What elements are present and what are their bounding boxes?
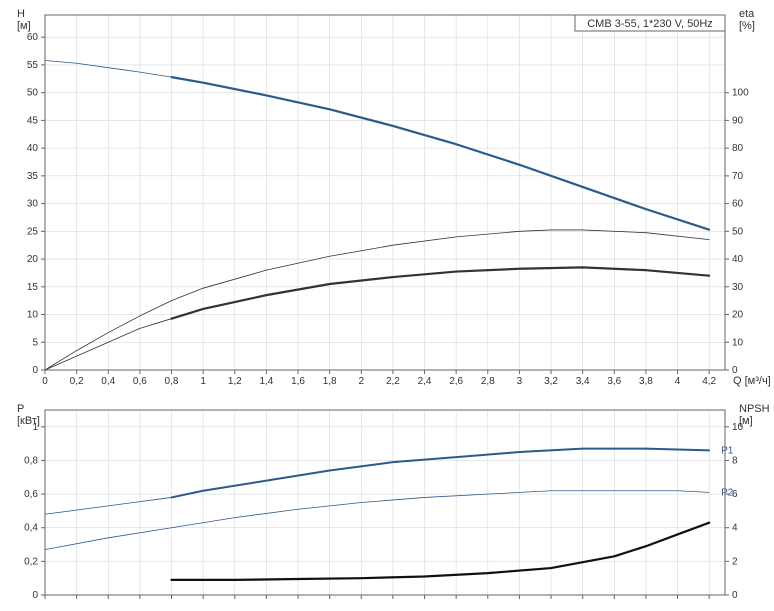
svg-text:2,8: 2,8 bbox=[481, 376, 495, 387]
svg-text:1,8: 1,8 bbox=[323, 376, 337, 387]
svg-text:P1: P1 bbox=[721, 445, 734, 456]
svg-text:20: 20 bbox=[27, 254, 39, 265]
svg-text:10: 10 bbox=[27, 310, 39, 321]
svg-text:4: 4 bbox=[732, 523, 738, 534]
svg-text:0,2: 0,2 bbox=[70, 376, 84, 387]
svg-text:60: 60 bbox=[27, 32, 39, 43]
svg-text:70: 70 bbox=[732, 171, 744, 182]
svg-text:0: 0 bbox=[32, 590, 38, 601]
svg-text:H: H bbox=[17, 8, 25, 20]
svg-text:Q [м³/ч]: Q [м³/ч] bbox=[733, 375, 771, 387]
svg-text:60: 60 bbox=[732, 199, 744, 210]
svg-text:CMB 3-55, 1*230 V, 50Hz: CMB 3-55, 1*230 V, 50Hz bbox=[587, 18, 713, 30]
svg-text:P: P bbox=[17, 403, 24, 415]
pump-curve-chart: 0510152025303540455055600102030405060708… bbox=[0, 0, 774, 611]
svg-text:20: 20 bbox=[732, 310, 744, 321]
svg-text:3,4: 3,4 bbox=[576, 376, 590, 387]
svg-text:2,2: 2,2 bbox=[386, 376, 400, 387]
svg-text:80: 80 bbox=[732, 143, 744, 154]
svg-text:1: 1 bbox=[200, 376, 206, 387]
svg-text:0,4: 0,4 bbox=[24, 523, 38, 534]
svg-text:5: 5 bbox=[32, 337, 38, 348]
svg-text:4,2: 4,2 bbox=[702, 376, 716, 387]
svg-text:2,6: 2,6 bbox=[449, 376, 463, 387]
svg-text:35: 35 bbox=[27, 171, 39, 182]
svg-text:8: 8 bbox=[732, 455, 738, 466]
svg-text:1,4: 1,4 bbox=[259, 376, 273, 387]
svg-text:NPSH: NPSH bbox=[739, 403, 770, 415]
svg-text:10: 10 bbox=[732, 337, 744, 348]
svg-text:30: 30 bbox=[27, 199, 39, 210]
svg-text:90: 90 bbox=[732, 115, 744, 126]
svg-text:0,8: 0,8 bbox=[24, 455, 38, 466]
svg-text:[кВт]: [кВт] bbox=[17, 415, 40, 427]
svg-text:0,4: 0,4 bbox=[101, 376, 115, 387]
svg-text:2: 2 bbox=[358, 376, 364, 387]
svg-text:P2: P2 bbox=[721, 487, 734, 498]
svg-text:55: 55 bbox=[27, 60, 39, 71]
svg-text:0: 0 bbox=[32, 365, 38, 376]
svg-text:30: 30 bbox=[732, 282, 744, 293]
svg-text:15: 15 bbox=[27, 282, 39, 293]
svg-text:0,6: 0,6 bbox=[133, 376, 147, 387]
svg-text:40: 40 bbox=[732, 254, 744, 265]
svg-text:2: 2 bbox=[732, 556, 738, 567]
svg-text:25: 25 bbox=[27, 226, 39, 237]
chart-svg: 0510152025303540455055600102030405060708… bbox=[0, 0, 774, 611]
svg-text:3,6: 3,6 bbox=[607, 376, 621, 387]
svg-text:[%]: [%] bbox=[739, 20, 755, 32]
svg-text:1,6: 1,6 bbox=[291, 376, 305, 387]
svg-text:100: 100 bbox=[732, 88, 749, 99]
svg-text:50: 50 bbox=[27, 88, 39, 99]
svg-text:0,6: 0,6 bbox=[24, 489, 38, 500]
svg-text:4: 4 bbox=[675, 376, 681, 387]
svg-text:[м]: [м] bbox=[17, 20, 31, 32]
svg-text:40: 40 bbox=[27, 143, 39, 154]
svg-text:0,2: 0,2 bbox=[24, 556, 38, 567]
svg-text:3: 3 bbox=[517, 376, 523, 387]
svg-text:0: 0 bbox=[42, 376, 48, 387]
svg-text:0,8: 0,8 bbox=[165, 376, 179, 387]
svg-text:50: 50 bbox=[732, 226, 744, 237]
svg-text:0: 0 bbox=[732, 590, 738, 601]
svg-text:eta: eta bbox=[739, 8, 755, 20]
svg-text:45: 45 bbox=[27, 115, 39, 126]
svg-text:2,4: 2,4 bbox=[418, 376, 432, 387]
svg-text:1,2: 1,2 bbox=[228, 376, 242, 387]
svg-text:[м]: [м] bbox=[739, 415, 753, 427]
svg-text:3,2: 3,2 bbox=[544, 376, 558, 387]
svg-text:3,8: 3,8 bbox=[639, 376, 653, 387]
